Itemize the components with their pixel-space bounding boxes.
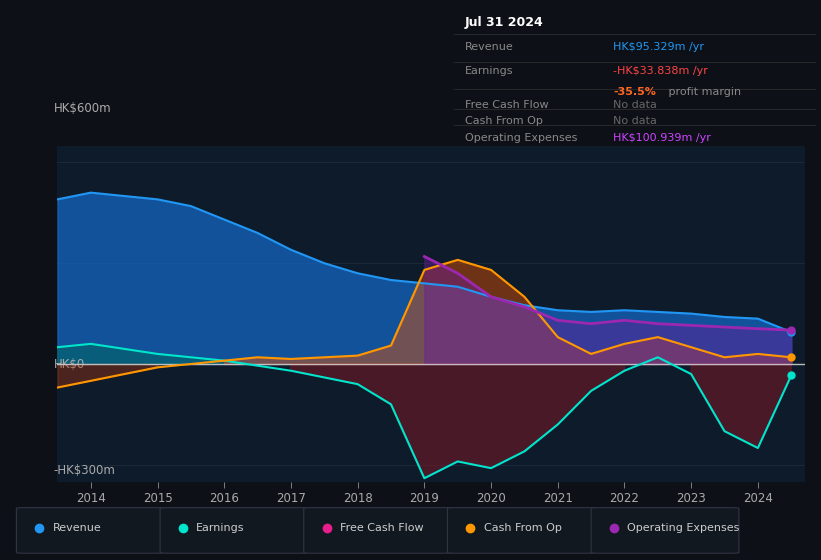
Text: Cash From Op: Cash From Op bbox=[465, 116, 543, 126]
Text: Cash From Op: Cash From Op bbox=[484, 523, 562, 533]
Text: -35.5%: -35.5% bbox=[613, 86, 656, 96]
FancyBboxPatch shape bbox=[447, 507, 595, 553]
Text: Revenue: Revenue bbox=[465, 43, 514, 53]
Text: HK$100.939m /yr: HK$100.939m /yr bbox=[613, 133, 711, 143]
Text: HK$95.329m /yr: HK$95.329m /yr bbox=[613, 43, 704, 53]
Text: -HK$33.838m /yr: -HK$33.838m /yr bbox=[613, 66, 708, 76]
Text: Earnings: Earnings bbox=[196, 523, 245, 533]
FancyBboxPatch shape bbox=[16, 507, 164, 553]
FancyBboxPatch shape bbox=[591, 507, 739, 553]
Text: Revenue: Revenue bbox=[53, 523, 101, 533]
Text: HK$0: HK$0 bbox=[53, 357, 85, 371]
Text: Free Cash Flow: Free Cash Flow bbox=[465, 100, 548, 110]
FancyBboxPatch shape bbox=[304, 507, 452, 553]
Text: Operating Expenses: Operating Expenses bbox=[627, 523, 740, 533]
FancyBboxPatch shape bbox=[160, 507, 308, 553]
Text: profit margin: profit margin bbox=[665, 86, 741, 96]
Text: Earnings: Earnings bbox=[465, 66, 513, 76]
Text: -HK$300m: -HK$300m bbox=[53, 464, 116, 477]
Text: HK$600m: HK$600m bbox=[53, 102, 112, 115]
Text: Free Cash Flow: Free Cash Flow bbox=[340, 523, 424, 533]
Text: Operating Expenses: Operating Expenses bbox=[465, 133, 577, 143]
Text: No data: No data bbox=[613, 116, 657, 126]
Text: Jul 31 2024: Jul 31 2024 bbox=[465, 16, 544, 29]
Text: No data: No data bbox=[613, 100, 657, 110]
